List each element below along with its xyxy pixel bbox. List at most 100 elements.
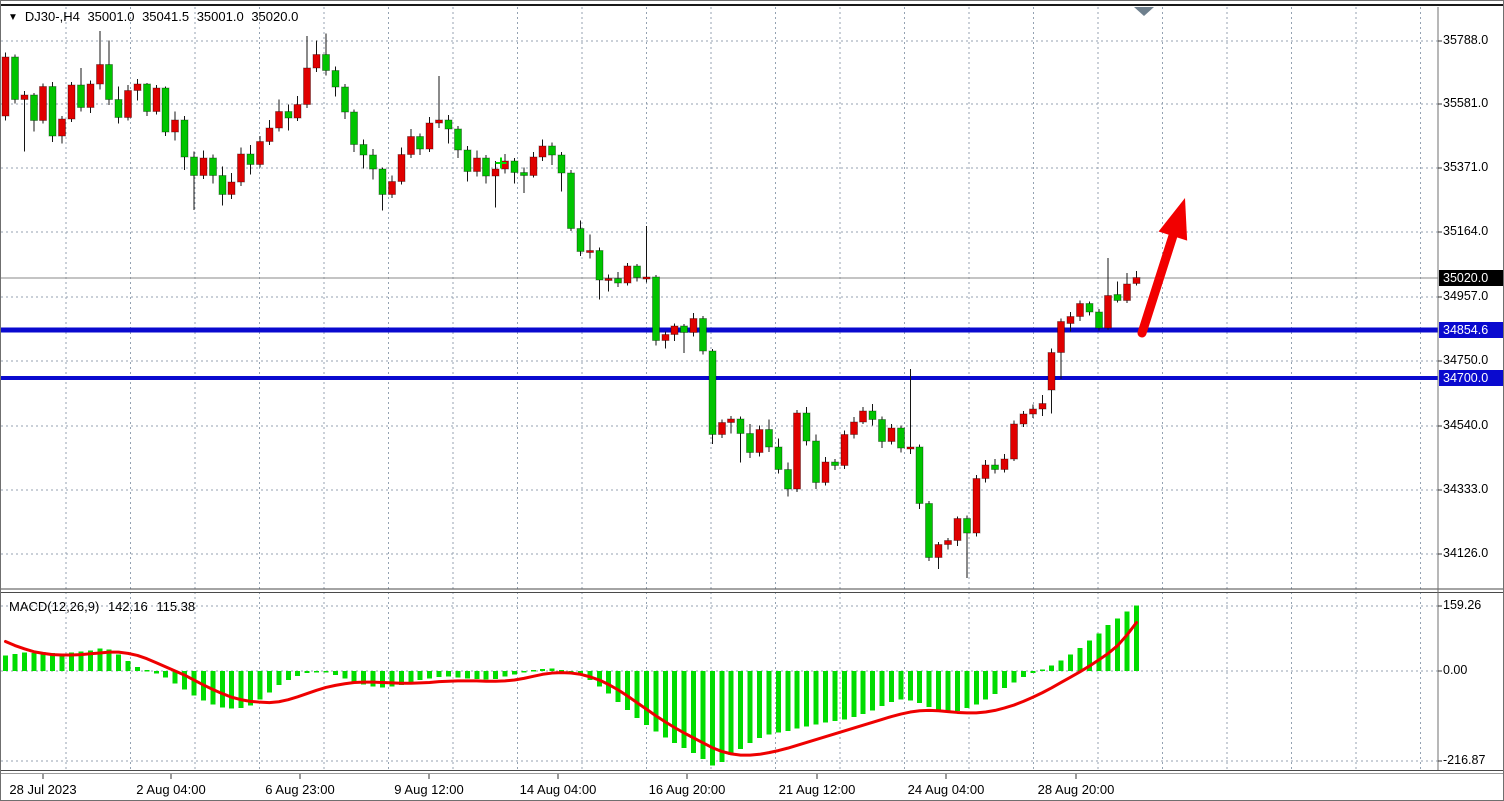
close-value: 35020.0 [251,9,299,24]
candle-body [321,53,330,72]
macd-histogram-bar [1011,671,1017,683]
macd-main-value: 142.16 [107,599,148,614]
candle-body [1028,408,1037,415]
macd-histogram-bar [794,671,800,729]
symbol-dropdown-icon[interactable]: ▼ [8,12,18,23]
macd-histogram-bar [87,650,93,671]
macd-histogram-bar [1020,671,1026,678]
candle-body [764,428,773,448]
macd-histogram-bar [68,652,74,671]
macd-histogram-bar [285,671,291,681]
candle-body [312,53,321,69]
candle-body [39,86,48,122]
low-value: 35001.0 [196,9,244,24]
macd-histogram-bar [229,671,235,709]
candle-body [387,181,396,195]
candle-body [746,432,755,454]
macd-histogram-bar [813,671,819,725]
candle-body [878,418,887,443]
macd-name: MACD(12,26,9) [9,599,100,614]
candle-body [529,156,538,176]
candle-body [29,94,38,122]
candle-body [698,317,707,352]
candle-body [482,157,491,177]
macd-histogram-bar [691,671,697,754]
candle-body [350,111,359,146]
candle-body [406,136,415,155]
candle-body [934,543,943,559]
candle-body [444,119,453,130]
macd-histogram-bar [248,671,254,706]
candle-body [510,160,519,173]
macd-axis-label: 159.26 [1443,598,1482,612]
candle-body [717,422,726,435]
candle-body [953,518,962,541]
macd-histogram-bar [125,661,131,671]
macd-histogram-bar [219,671,225,708]
trend-arrow-head[interactable] [1158,198,1188,241]
candle-body [10,56,19,101]
macd-histogram-bar [898,671,904,700]
candle-body [133,83,142,91]
candle-body [1123,283,1132,302]
candle-body [491,168,500,177]
macd-histogram-bar [964,671,970,708]
macd-histogram-bar [775,671,781,733]
macd-histogram-bar [1002,671,1008,689]
macd-histogram-bar [40,652,46,671]
macd-histogram-bar [106,649,112,671]
candle-body [161,87,170,133]
macd-histogram-bar [549,668,555,671]
macd-histogram-bar [1068,654,1074,671]
candle-body [1038,402,1047,410]
macd-histogram-bar [643,671,649,726]
macd-histogram-bar [1049,665,1055,671]
candle-body [1066,316,1075,324]
macd-histogram-bar [785,671,791,731]
macd-histogram-bar [747,671,753,743]
candle-body [208,157,217,176]
level-price-badge: 34854.6 [1439,322,1503,338]
candle-body [972,478,981,534]
candle-body [378,168,387,195]
macd-histogram-bar [464,671,470,679]
candle-body [369,154,378,170]
macd-histogram-bar [182,671,188,690]
macd-histogram-bar [634,671,640,719]
level-price-badge: 34700.0 [1439,370,1503,386]
macd-histogram-bar [323,671,329,673]
candle-body [105,63,114,101]
candle-body [1000,458,1009,470]
macd-histogram-bar [700,671,706,760]
macd-histogram-bar [389,671,395,687]
time-axis-label: 21 Aug 12:00 [778,782,856,797]
scroll-position-marker-icon[interactable] [1134,7,1154,16]
symbol-period-label: DJ30-,H4 [24,9,80,24]
candle-body [1,56,10,117]
trend-arrow-shaft[interactable] [1137,225,1180,338]
candle-body [1132,277,1141,285]
candle-body [538,145,547,158]
macd-histogram-bar [445,671,451,677]
time-axis-label: 9 Aug 12:00 [394,782,464,797]
high-value: 35041.5 [142,9,190,24]
macd-histogram-bar [332,671,338,676]
price-axis-label: 35788.0 [1443,33,1489,47]
macd-histogram-bar [134,666,140,671]
candle-body [435,119,444,124]
macd-histogram-bar [870,671,876,711]
macd-histogram-bar [728,671,734,756]
candle-body [180,119,189,158]
candle-body [1085,303,1094,313]
macd-histogram-bar [851,671,857,717]
candle-body [1019,413,1028,425]
time-axis-label: 28 Aug 20:00 [1037,782,1115,797]
candle-body [623,265,632,284]
macd-histogram-bar [380,671,385,688]
price-axis-label: 34126.0 [1443,546,1489,560]
candle-body [218,174,227,195]
macd-histogram-bar [511,671,517,675]
candle-body [727,418,736,424]
